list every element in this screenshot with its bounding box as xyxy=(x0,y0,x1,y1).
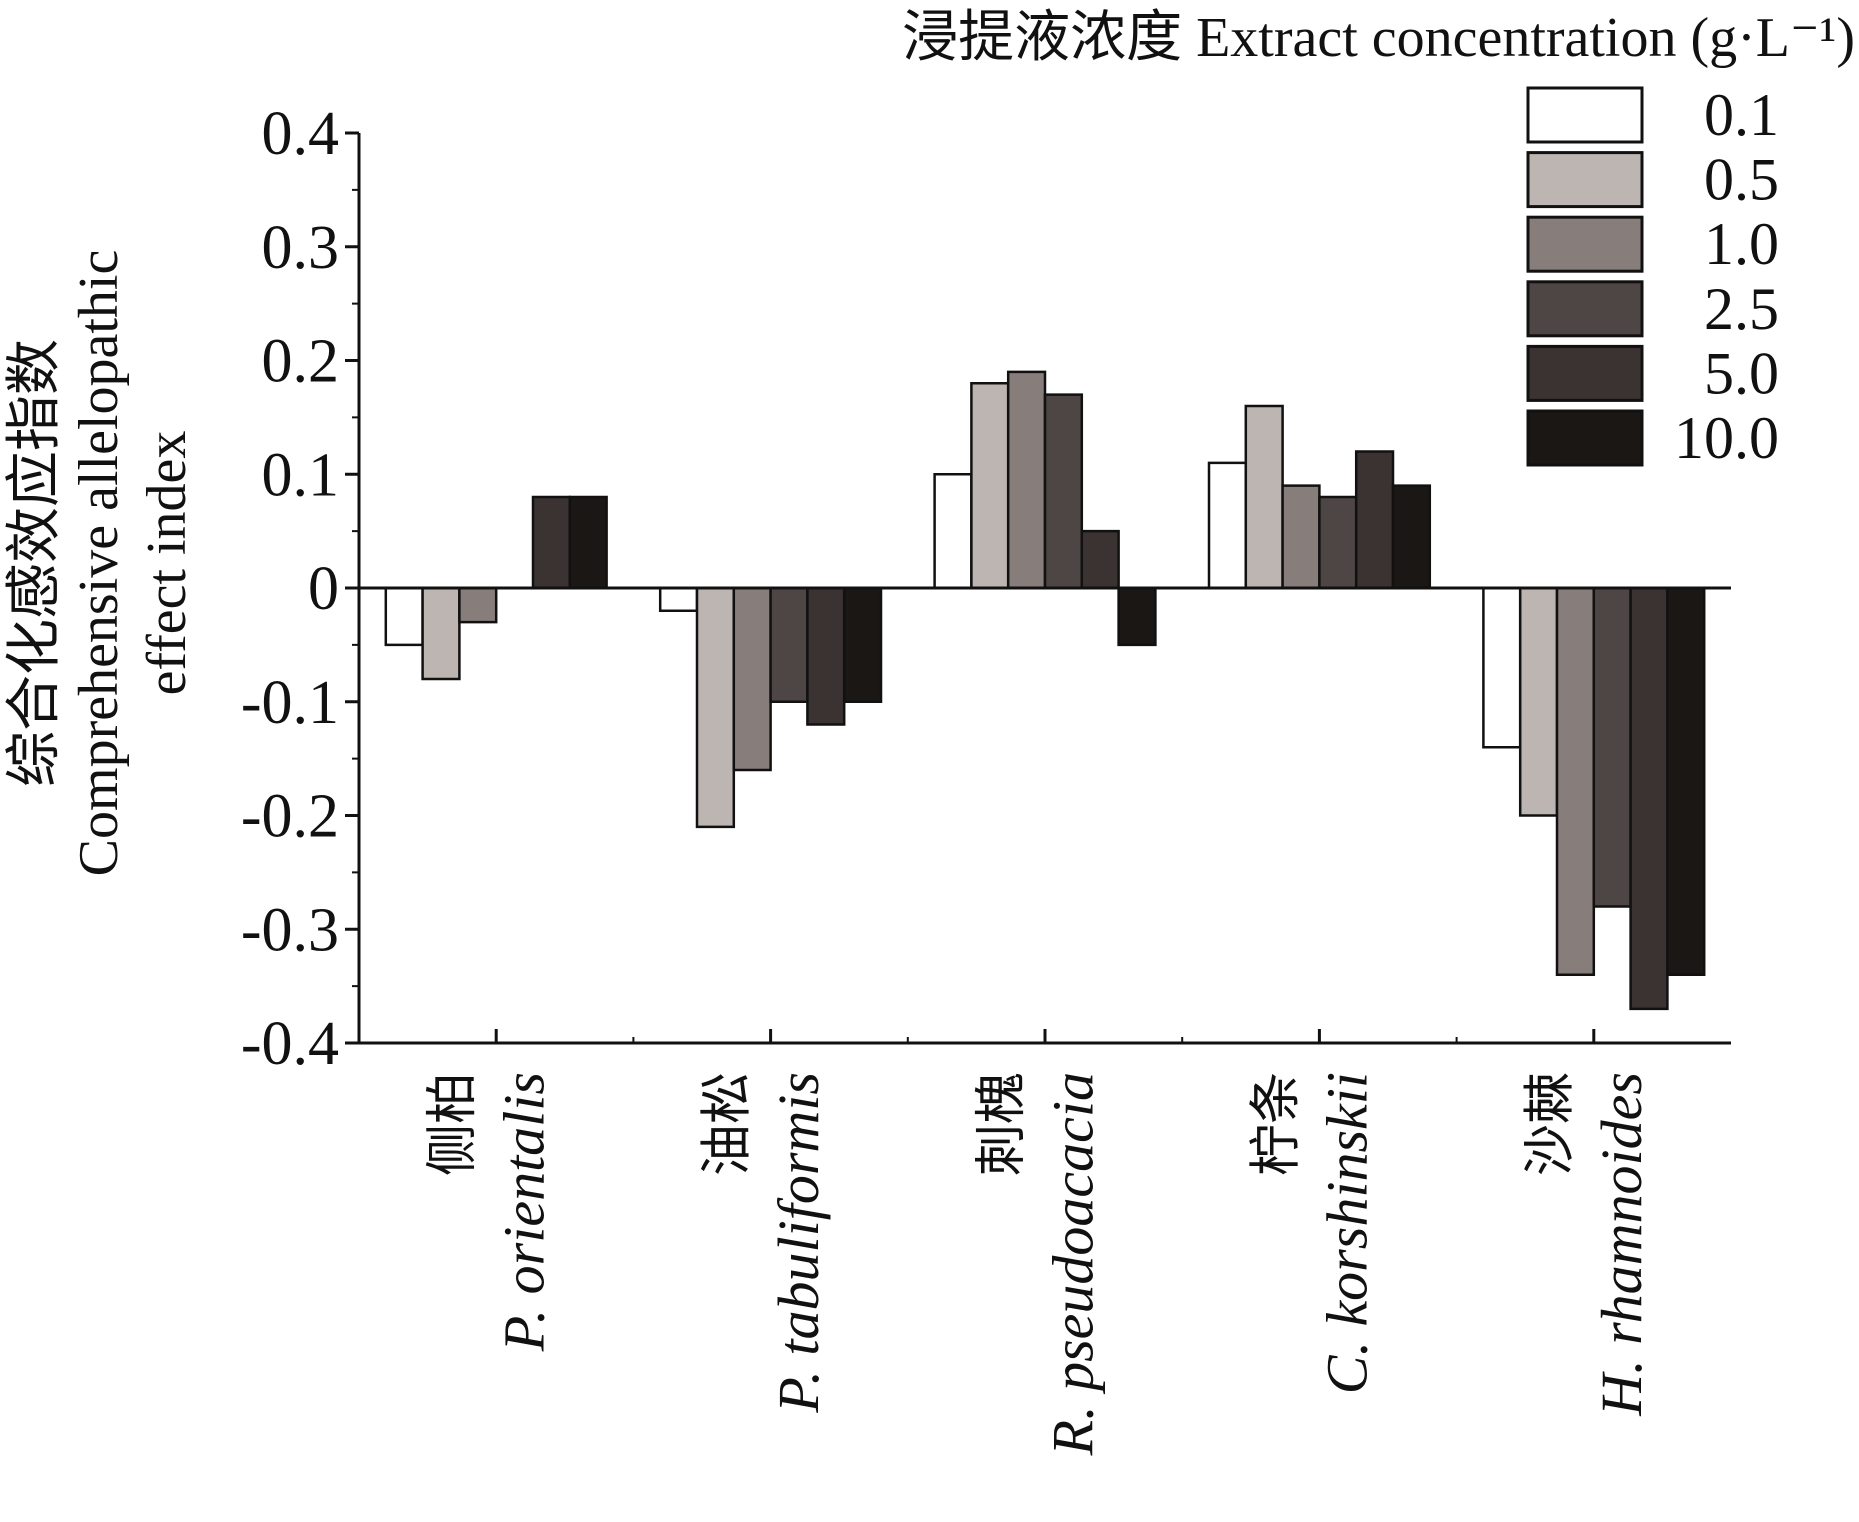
y-tick-label: -0.1 xyxy=(241,669,339,737)
bar-5-0 xyxy=(806,586,846,726)
category-label-cn: 油松 xyxy=(700,1072,757,1176)
bars xyxy=(384,370,1706,1011)
y-tick-label: 0.4 xyxy=(262,100,340,168)
legend-swatch xyxy=(1526,280,1644,338)
y-axis-label: 综合化感效应指数 Comprehensive allelopathic effect… xyxy=(4,250,198,877)
bar-1-0 xyxy=(732,586,772,772)
legend-swatch xyxy=(1526,215,1644,273)
bar-2-5 xyxy=(769,586,809,703)
bar-5-0 xyxy=(1629,586,1669,1011)
bar-0-5 xyxy=(1244,404,1284,590)
legend-swatch xyxy=(1526,344,1644,402)
bar-0-5 xyxy=(1518,586,1559,817)
y-tick-label: 0.2 xyxy=(262,328,340,396)
category-label-latin: C. korshinskii xyxy=(1315,1072,1380,1394)
y-axis-label-line: Comprehensive allelopathic xyxy=(68,250,130,877)
category-label-latin: P. orientalis xyxy=(492,1072,557,1352)
bar-0-1 xyxy=(384,586,424,647)
bar-5-0 xyxy=(531,495,572,590)
bar-5-0 xyxy=(1080,529,1120,590)
category-label-latin: H. rhamnoides xyxy=(1589,1072,1654,1417)
bar-1-0 xyxy=(458,586,498,624)
bar-1-0 xyxy=(1006,370,1047,590)
y-tick-label: -0.4 xyxy=(241,1010,339,1078)
legend-label: 10.0 xyxy=(1674,405,1779,471)
bar-2-5 xyxy=(1043,393,1084,590)
legend: 0.10.51.02.55.010.0 xyxy=(1526,82,1779,471)
bar-2-5 xyxy=(1318,495,1358,590)
y-axis-label-line: effect index xyxy=(136,431,198,696)
bar-0-1 xyxy=(1482,586,1522,749)
legend-label: 0.1 xyxy=(1704,82,1779,148)
bar-10-0 xyxy=(1391,484,1432,590)
bar-0-1 xyxy=(1207,461,1248,590)
bar-0-1 xyxy=(933,473,973,590)
category-label-cn: 沙棘 xyxy=(1523,1072,1580,1176)
category-label-cn: 柠条 xyxy=(1248,1072,1305,1176)
bar-10-0 xyxy=(1666,586,1706,976)
bar-1-0 xyxy=(1281,484,1321,590)
category-label-latin: R. pseudoacacia xyxy=(1040,1072,1105,1456)
legend-swatch xyxy=(1526,151,1644,209)
bar-2-5 xyxy=(1592,586,1632,908)
bar-1-0 xyxy=(1555,586,1596,976)
legend-title: 浸提液浓度 Extract concentration (g·L⁻¹) xyxy=(902,7,1855,69)
category-label-latin: P. tabuliformis xyxy=(766,1072,831,1414)
bar-0-5 xyxy=(421,586,461,681)
legend-label: 0.5 xyxy=(1704,147,1779,213)
y-tick-label: 0 xyxy=(308,555,339,623)
bar-10-0 xyxy=(842,586,883,703)
bar-0-1 xyxy=(658,586,699,612)
bar-0-5 xyxy=(970,382,1010,590)
bar-10-0 xyxy=(1117,586,1157,647)
legend-label: 2.5 xyxy=(1704,276,1779,342)
legend-swatch xyxy=(1526,409,1644,467)
category-label-cn: 侧柏 xyxy=(425,1072,482,1176)
y-tick-label: -0.3 xyxy=(241,896,339,964)
legend-label: 5.0 xyxy=(1704,340,1779,406)
legend-swatch xyxy=(1526,86,1644,144)
y-tick-label: 0.1 xyxy=(262,441,340,509)
category-label-cn: 刺槐 xyxy=(974,1072,1031,1176)
axes: 0.4 0.3 0.2 0.1 0 -0.1 -0.2 -0.3 -0.4 侧柏 P. orient… xyxy=(241,100,1731,1456)
legend-label: 1.0 xyxy=(1704,211,1779,277)
bar-0-5 xyxy=(695,586,736,829)
y-tick-label: -0.2 xyxy=(241,783,339,851)
y-axis-label-line: 综合化感效应指数 xyxy=(4,339,66,787)
y-tick-label: 0.3 xyxy=(262,214,340,282)
bar-5-0 xyxy=(1354,450,1395,590)
bar-10-0 xyxy=(568,495,608,590)
